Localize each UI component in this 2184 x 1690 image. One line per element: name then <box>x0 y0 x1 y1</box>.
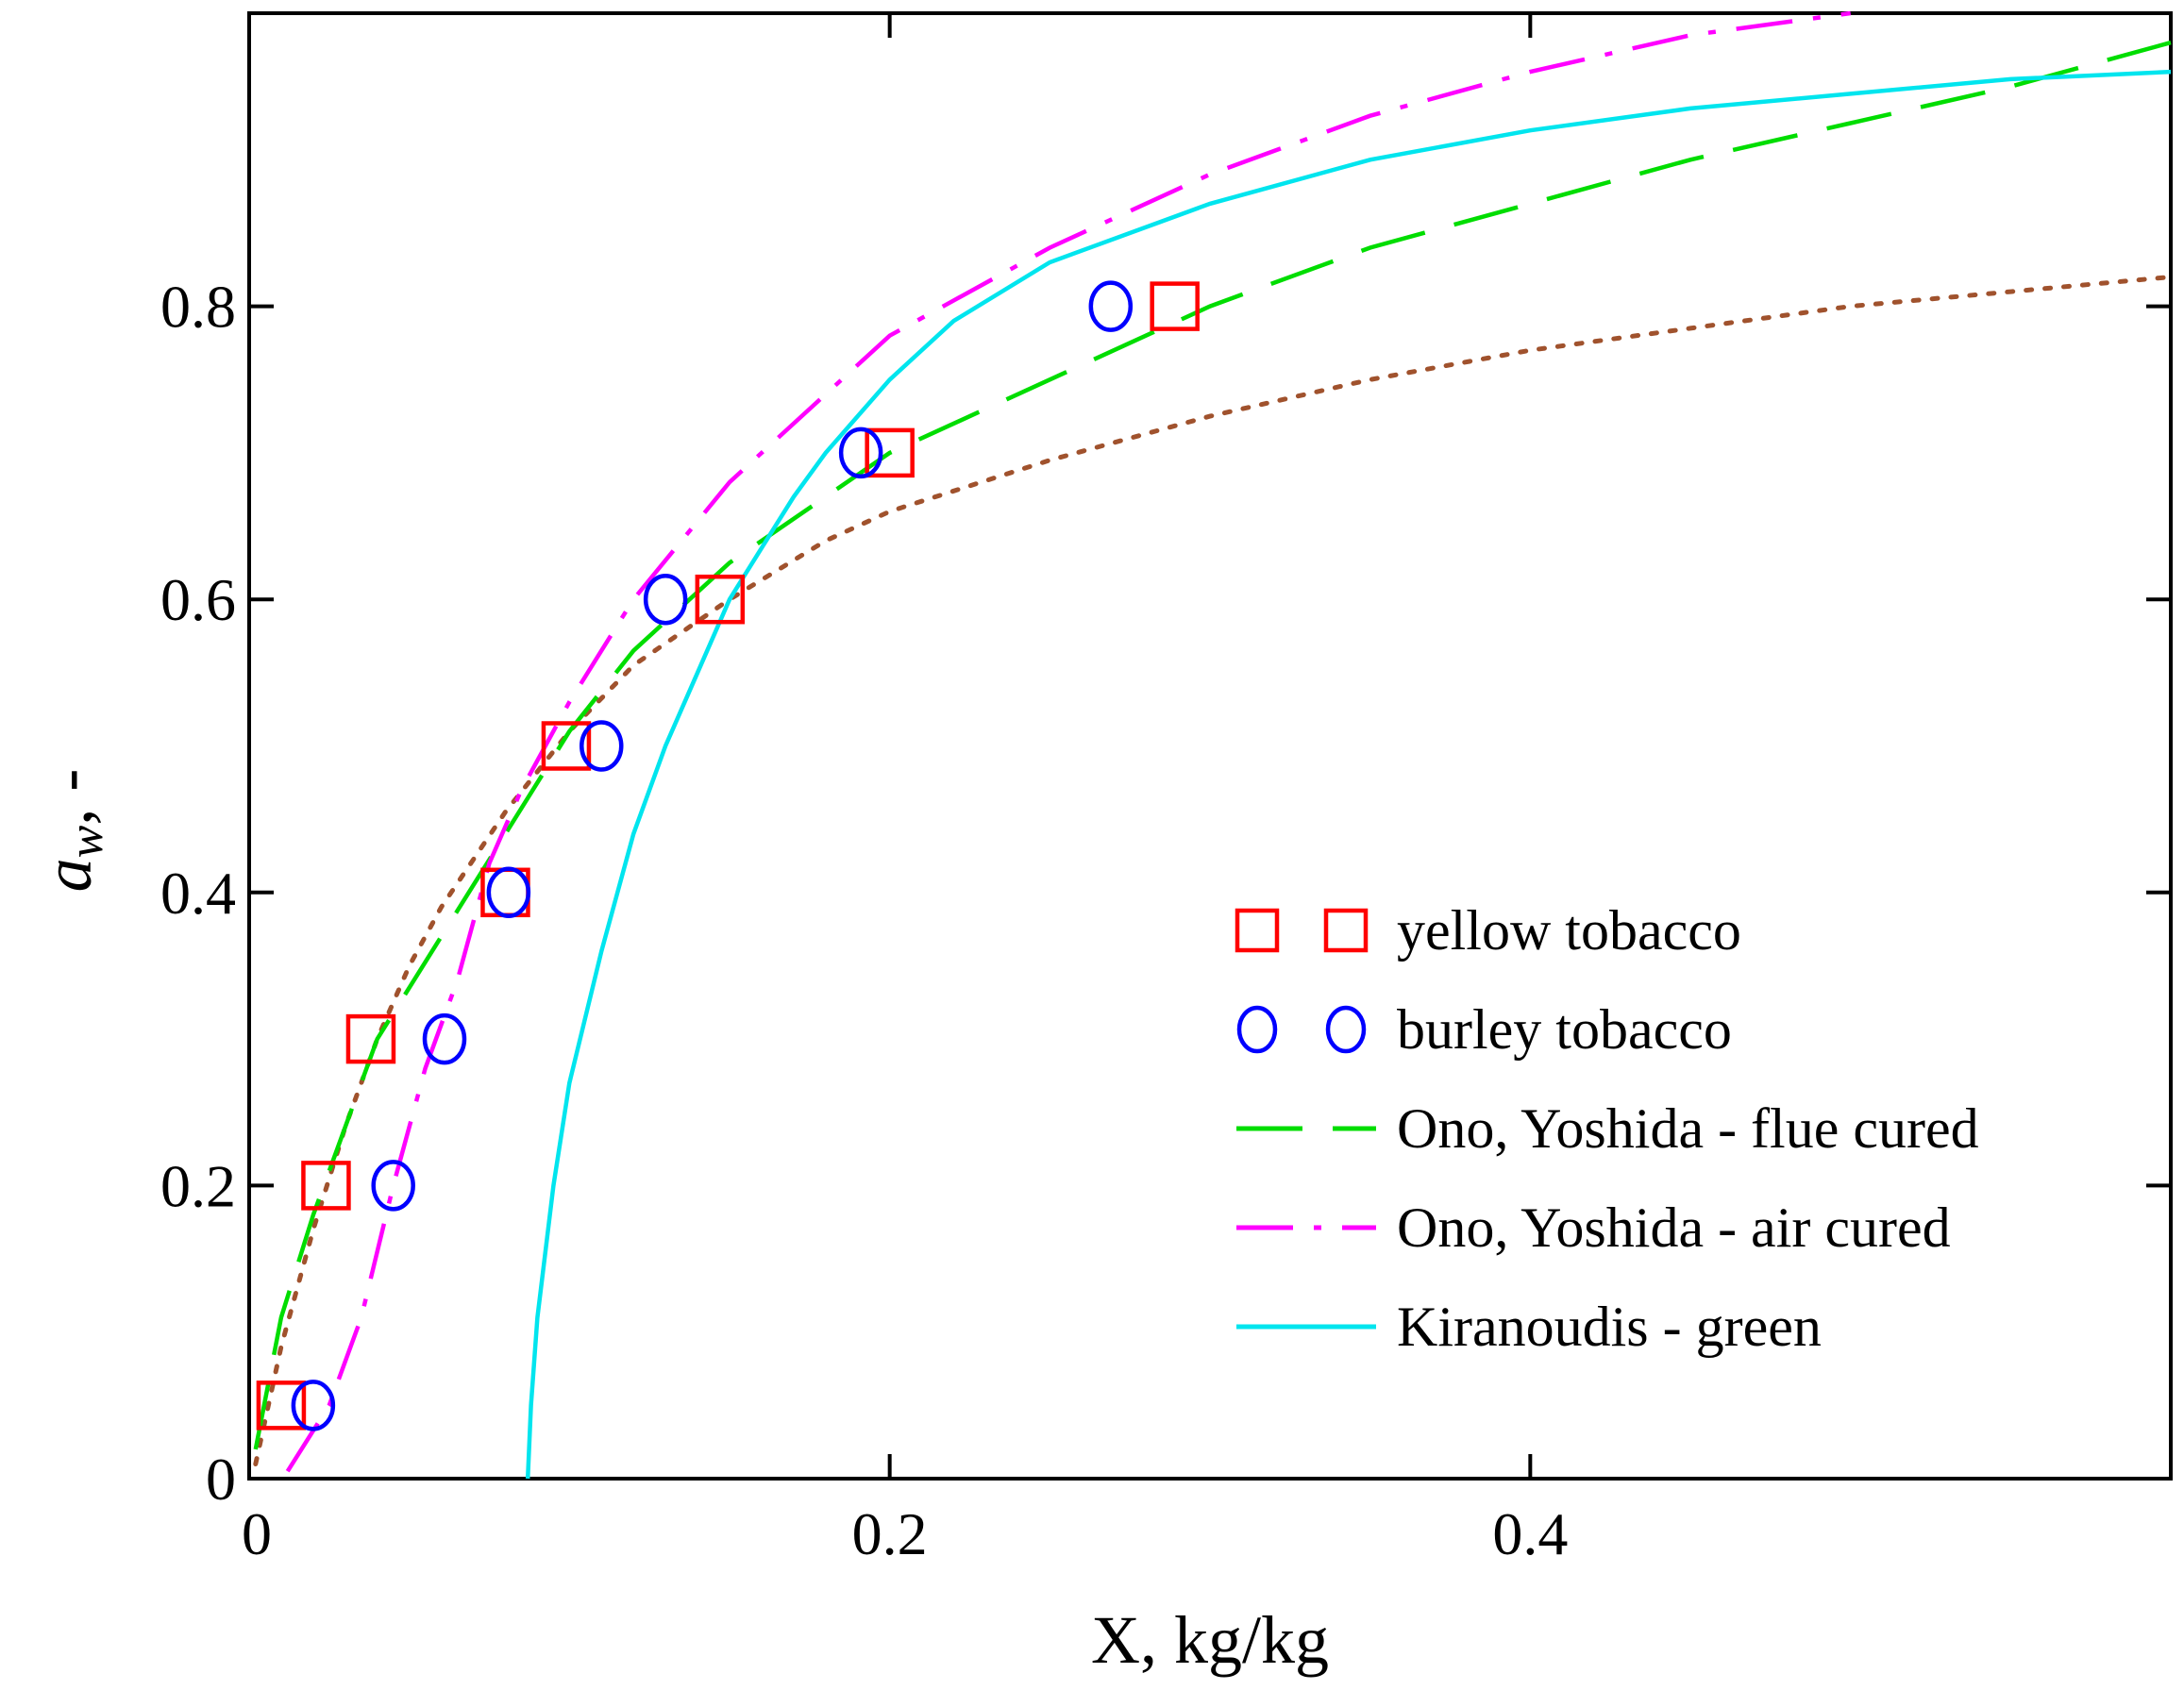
data-point-square <box>865 427 915 478</box>
data-point-circle <box>422 1012 467 1065</box>
data-point-circle <box>643 573 688 626</box>
y-tick-label: 0.2 <box>160 1152 236 1219</box>
x-tick-label: 0.2 <box>852 1500 928 1567</box>
series-line <box>253 40 2172 1450</box>
legend-label: Ono, Yoshida - flue cured <box>1397 1097 1979 1160</box>
x-tick-label: 0 <box>242 1500 272 1567</box>
legend-label: yellow tobacco <box>1397 899 1741 962</box>
series-line <box>253 275 2174 1466</box>
data-point-square <box>256 1380 307 1431</box>
data-point-square <box>1150 281 1200 331</box>
legend-marker-circle <box>1236 1005 1278 1054</box>
data-point-circle <box>486 866 531 919</box>
legend: yellow tobacco burley tobacco Ono, Yoshida… <box>1235 899 1979 1358</box>
y-axis-label-main: a <box>30 858 106 892</box>
x-axis-label: X, kg/kg <box>1091 1602 1329 1678</box>
y-axis-label: aw, - <box>30 769 113 893</box>
legend-marker-circle <box>1325 1005 1367 1054</box>
y-tick-label: 0.8 <box>160 274 236 341</box>
y-tick-label: 0.4 <box>160 860 236 927</box>
legend-marker-square <box>1323 908 1369 953</box>
tick-labels: 0 0.2 0.4 0 0.2 0.4 0.6 0.8 <box>160 274 1568 1567</box>
series-line <box>285 10 1852 1473</box>
y-axis-label-tail: , - <box>30 769 106 826</box>
x-tick-label: 0.4 <box>1492 1500 1568 1567</box>
axis-ticks <box>247 13 2171 1481</box>
legend-marker-square <box>1235 908 1280 953</box>
data-point-square <box>695 574 746 625</box>
data-point-circle <box>838 427 883 479</box>
data-point-square <box>301 1161 351 1211</box>
legend-label: Kiranoudis - green <box>1397 1296 1822 1358</box>
data-point-square <box>345 1013 396 1064</box>
y-tick-label: 0 <box>206 1446 236 1513</box>
data-point-circle <box>291 1380 336 1431</box>
legend-label: burley tobacco <box>1397 998 1732 1061</box>
series-layer <box>253 10 2174 1480</box>
y-axis-label-sub: w <box>59 825 113 858</box>
legend-label: Ono, Yoshida - air cured <box>1397 1196 1951 1259</box>
series-line <box>525 69 2172 1480</box>
data-point-circle <box>580 720 624 772</box>
data-point-circle <box>1088 280 1134 332</box>
plot-frame <box>247 11 2173 1481</box>
y-tick-label: 0.6 <box>160 566 236 633</box>
data-point-circle <box>371 1160 415 1212</box>
data-point-square <box>541 721 592 771</box>
